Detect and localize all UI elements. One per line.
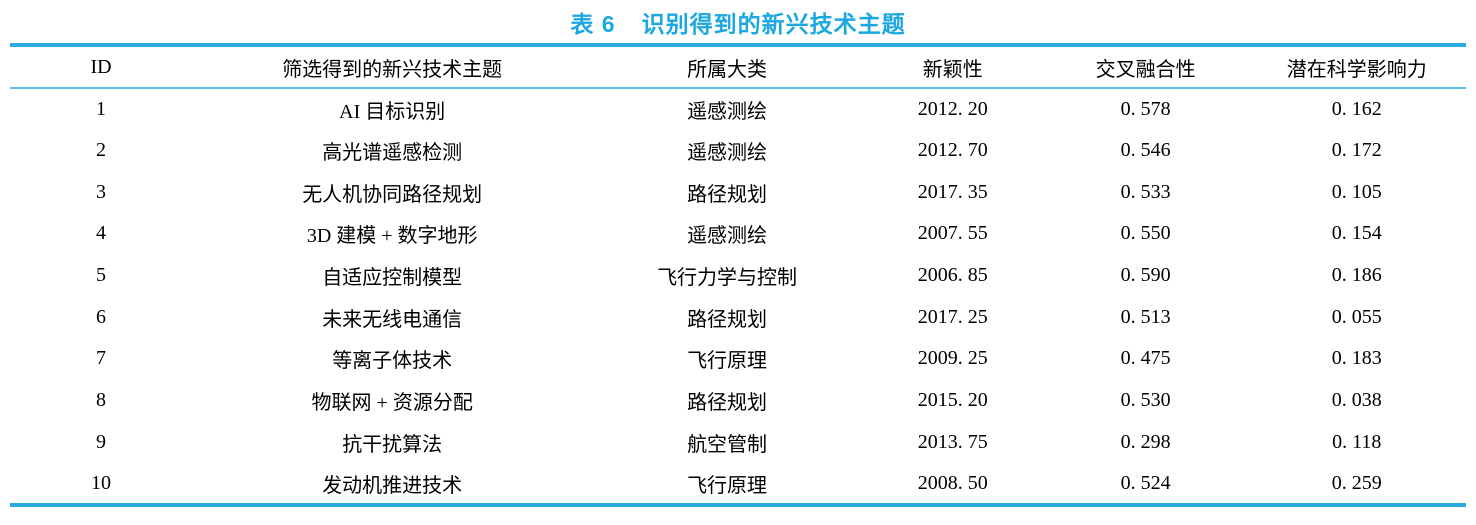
cell-cross: 0. 590 — [1120, 264, 1171, 287]
cell-topic: 自适应控制模型 — [322, 267, 463, 290]
cell-id: 3 — [96, 180, 106, 203]
cell-category: 路径规划 — [687, 392, 768, 415]
column-header-cross: 交叉融合性 — [1043, 45, 1248, 89]
cell-topic: AI 目标识别 — [339, 100, 446, 123]
cell-cross: 0. 298 — [1120, 430, 1171, 453]
table-title-text: 识别得到的新兴技术主题 — [641, 10, 906, 37]
cell-id: 2 — [96, 139, 106, 162]
cell-impact: 0. 154 — [1331, 222, 1382, 245]
cell-novelty: 2006. 85 — [917, 264, 988, 287]
cell-category: 航空管制 — [687, 433, 768, 456]
cell-category: 飞行原理 — [687, 350, 768, 373]
cell-impact: 0. 038 — [1331, 389, 1382, 412]
cell-category: 遥感测绘 — [687, 100, 768, 123]
cell-id: 7 — [96, 347, 106, 370]
emerging-topics-table: ID 筛选得到的新兴技术主题 所属大类 新颖性 交叉融合性 潜在科学影响力 1 A… — [10, 43, 1466, 507]
cell-novelty: 2009. 25 — [917, 347, 988, 370]
table-number-label: 表 6 — [570, 10, 616, 37]
cell-category: 路径规划 — [687, 183, 768, 206]
cell-novelty: 2012. 20 — [917, 97, 988, 120]
cell-impact: 0. 186 — [1331, 264, 1382, 287]
cell-novelty: 2015. 20 — [917, 389, 988, 412]
cell-novelty: 2007. 55 — [917, 222, 988, 245]
cell-topic: 等离子体技术 — [332, 350, 453, 373]
cell-category: 飞行力学与控制 — [657, 267, 798, 290]
table-row: 2 高光谱遥感检测 遥感测绘 2012. 70 0. 546 0. 172 — [10, 130, 1466, 172]
cell-novelty: 2012. 70 — [917, 139, 988, 162]
cell-impact: 0. 055 — [1331, 305, 1382, 328]
cell-novelty: 2008. 50 — [917, 471, 988, 494]
cell-cross: 0. 578 — [1120, 97, 1171, 120]
table-container: ID 筛选得到的新兴技术主题 所属大类 新颖性 交叉融合性 潜在科学影响力 1 A… — [10, 43, 1466, 507]
table-row: 9 抗干扰算法 航空管制 2013. 75 0. 298 0. 118 — [10, 422, 1466, 464]
cell-impact: 0. 183 — [1331, 347, 1382, 370]
cell-category: 飞行原理 — [687, 474, 768, 497]
cell-cross: 0. 530 — [1120, 389, 1171, 412]
cell-novelty: 2017. 35 — [917, 180, 988, 203]
page-title: 表 6 识别得到的新兴技术主题 — [0, 0, 1476, 43]
table-row: 8 物联网 + 资源分配 路径规划 2015. 20 0. 530 0. 038 — [10, 380, 1466, 422]
cell-id: 4 — [96, 222, 106, 245]
cell-cross: 0. 475 — [1120, 347, 1171, 370]
cell-topic: 无人机协同路径规划 — [302, 183, 483, 206]
cell-novelty: 2013. 75 — [917, 430, 988, 453]
table-row: 6 未来无线电通信 路径规划 2017. 25 0. 513 0. 055 — [10, 296, 1466, 338]
column-header-id: ID — [10, 45, 192, 89]
cell-cross: 0. 533 — [1120, 180, 1171, 203]
table-row: 3 无人机协同路径规划 路径规划 2017. 35 0. 533 0. 105 — [10, 171, 1466, 213]
column-header-topic: 筛选得到的新兴技术主题 — [192, 45, 593, 89]
cell-category: 路径规划 — [687, 308, 768, 331]
cell-topic: 高光谱遥感检测 — [322, 142, 463, 165]
table-row: 7 等离子体技术 飞行原理 2009. 25 0. 475 0. 183 — [10, 338, 1466, 380]
table-body: 1 AI 目标识别 遥感测绘 2012. 20 0. 578 0. 162 2 高光谱遥感检测… — [10, 88, 1466, 505]
cell-category: 遥感测绘 — [687, 225, 768, 248]
cell-id: 10 — [91, 471, 111, 494]
table-row: 4 3D 建模 + 数字地形 遥感测绘 2007. 55 0. 550 0. 154 — [10, 213, 1466, 255]
table-row: 1 AI 目标识别 遥感测绘 2012. 20 0. 578 0. 162 — [10, 88, 1466, 130]
table-row: 10 发动机推进技术 飞行原理 2008. 50 0. 524 0. 259 — [10, 463, 1466, 505]
cell-id: 9 — [96, 430, 106, 453]
cell-topic: 物联网 + 资源分配 — [311, 392, 473, 415]
cell-impact: 0. 162 — [1331, 97, 1382, 120]
cell-impact: 0. 105 — [1331, 180, 1382, 203]
cell-cross: 0. 546 — [1120, 139, 1171, 162]
cell-topic: 3D 建模 + 数字地形 — [306, 225, 478, 248]
cell-id: 1 — [96, 97, 106, 120]
cell-topic: 发动机推进技术 — [322, 474, 463, 497]
cell-id: 8 — [96, 389, 106, 412]
cell-category: 遥感测绘 — [687, 142, 768, 165]
cell-cross: 0. 550 — [1120, 222, 1171, 245]
cell-impact: 0. 259 — [1331, 471, 1382, 494]
table-row: 5 自适应控制模型 飞行力学与控制 2006. 85 0. 590 0. 186 — [10, 255, 1466, 297]
column-header-novelty: 新颖性 — [861, 45, 1044, 89]
column-header-category: 所属大类 — [592, 45, 862, 89]
cell-topic: 抗干扰算法 — [342, 433, 443, 456]
cell-cross: 0. 524 — [1120, 471, 1171, 494]
cell-cross: 0. 513 — [1120, 305, 1171, 328]
header-row: ID 筛选得到的新兴技术主题 所属大类 新颖性 交叉融合性 潜在科学影响力 — [10, 45, 1466, 89]
cell-impact: 0. 172 — [1331, 139, 1382, 162]
cell-topic: 未来无线电通信 — [322, 308, 463, 331]
cell-novelty: 2017. 25 — [917, 305, 988, 328]
cell-impact: 0. 118 — [1332, 430, 1382, 453]
column-header-impact: 潜在科学影响力 — [1247, 45, 1466, 89]
cell-id: 5 — [96, 264, 106, 287]
cell-id: 6 — [96, 305, 106, 328]
